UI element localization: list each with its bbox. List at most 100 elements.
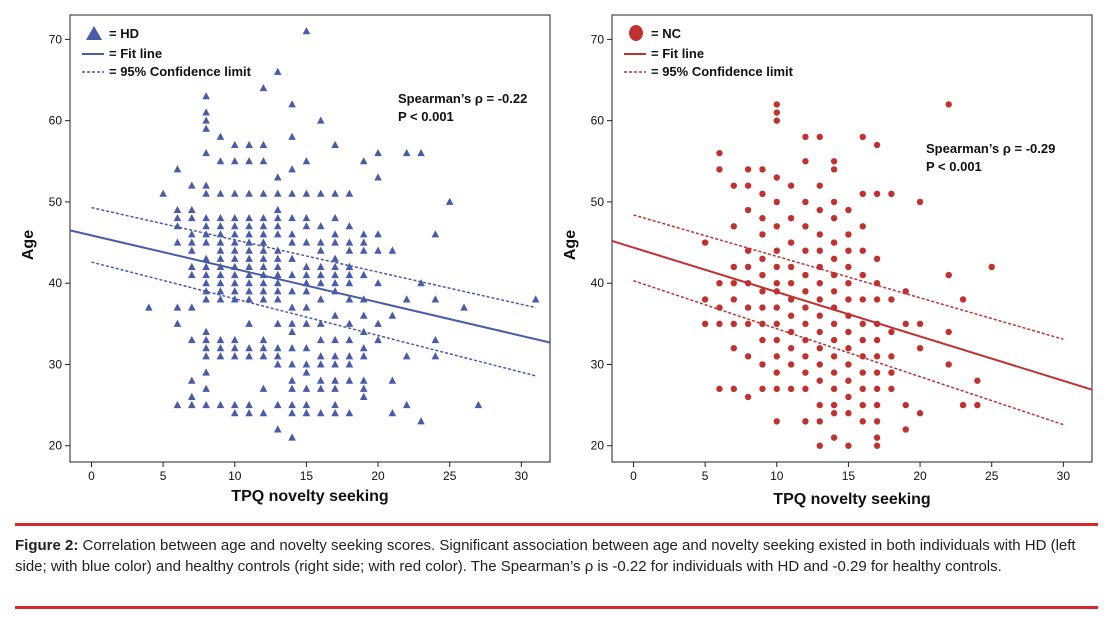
data-point bbox=[273, 425, 282, 433]
data-point bbox=[245, 295, 253, 303]
data-point bbox=[202, 400, 210, 409]
data-point bbox=[273, 213, 282, 222]
data-point bbox=[302, 360, 311, 368]
data-point bbox=[816, 418, 823, 425]
data-point bbox=[273, 319, 282, 327]
data-point bbox=[216, 132, 225, 140]
data-point bbox=[388, 311, 397, 319]
data-point bbox=[845, 393, 852, 401]
data-point bbox=[873, 255, 881, 263]
data-point bbox=[187, 181, 196, 189]
data-point bbox=[245, 254, 253, 262]
confidence-limit-upper bbox=[91, 206, 536, 309]
legend-fit-line-label: = Fit line bbox=[651, 46, 704, 61]
data-point bbox=[230, 230, 239, 238]
data-point bbox=[744, 166, 752, 173]
data-point bbox=[202, 222, 210, 230]
data-point bbox=[245, 230, 253, 238]
data-point bbox=[216, 189, 225, 197]
data-point bbox=[787, 385, 795, 393]
data-point bbox=[845, 328, 852, 336]
data-point bbox=[345, 222, 354, 230]
data-point bbox=[202, 262, 210, 270]
data-point bbox=[830, 320, 838, 328]
data-point bbox=[531, 295, 540, 303]
data-point bbox=[730, 263, 737, 271]
data-point bbox=[916, 345, 924, 352]
data-point bbox=[830, 255, 838, 263]
data-point bbox=[902, 320, 909, 328]
data-point bbox=[316, 295, 325, 303]
data-point bbox=[202, 335, 210, 344]
data-point bbox=[816, 280, 823, 287]
y-tick-label: 20 bbox=[49, 439, 63, 453]
data-point bbox=[316, 279, 325, 287]
data-point bbox=[830, 434, 838, 441]
data-point bbox=[859, 190, 866, 197]
data-point bbox=[759, 361, 766, 368]
data-point bbox=[744, 320, 752, 328]
data-point bbox=[302, 384, 311, 392]
legend-group-label: = HD bbox=[109, 26, 139, 41]
data-point bbox=[730, 320, 737, 328]
data-point bbox=[859, 133, 866, 141]
data-point bbox=[773, 336, 780, 344]
data-point bbox=[759, 304, 766, 311]
data-point bbox=[331, 376, 339, 384]
data-point bbox=[345, 246, 354, 254]
data-point bbox=[202, 213, 210, 222]
data-point bbox=[216, 335, 225, 344]
data-point bbox=[331, 360, 339, 368]
data-point bbox=[802, 369, 809, 376]
x-tick-label: 15 bbox=[842, 469, 856, 483]
data-point bbox=[730, 345, 737, 352]
data-point bbox=[245, 157, 253, 165]
data-point bbox=[759, 271, 766, 279]
data-point bbox=[830, 410, 838, 417]
data-point bbox=[916, 410, 924, 417]
data-point bbox=[888, 369, 895, 376]
data-point bbox=[859, 369, 866, 376]
data-point bbox=[773, 247, 780, 254]
data-point bbox=[759, 231, 766, 238]
data-point bbox=[302, 189, 311, 197]
data-point bbox=[273, 262, 282, 270]
y-axis-title: Age bbox=[20, 230, 37, 260]
data-point bbox=[259, 352, 268, 360]
data-point bbox=[245, 270, 253, 279]
data-point bbox=[288, 384, 296, 392]
data-point bbox=[859, 296, 866, 303]
data-point bbox=[202, 148, 210, 157]
y-tick-label: 30 bbox=[49, 357, 63, 371]
data-point bbox=[816, 377, 823, 384]
data-point bbox=[302, 344, 311, 352]
data-point bbox=[288, 360, 296, 368]
data-point bbox=[460, 303, 468, 311]
data-point bbox=[316, 238, 325, 246]
data-point bbox=[259, 335, 268, 344]
data-point bbox=[245, 246, 253, 254]
data-point bbox=[830, 198, 838, 206]
data-point bbox=[374, 173, 382, 181]
data-point bbox=[859, 271, 866, 279]
x-axis-title: TPQ novelty seeking bbox=[231, 488, 388, 505]
data-point bbox=[388, 246, 397, 254]
data-point bbox=[187, 246, 196, 254]
legend-group-label: = NC bbox=[651, 26, 682, 41]
data-point bbox=[959, 401, 967, 409]
data-point bbox=[773, 174, 780, 181]
y-tick-label: 50 bbox=[591, 195, 605, 209]
data-point bbox=[187, 262, 196, 270]
x-tick-label: 5 bbox=[160, 469, 167, 483]
data-point bbox=[216, 246, 225, 254]
data-point bbox=[331, 409, 339, 417]
data-point bbox=[787, 214, 795, 222]
chart-nc: 0 5 10 15 20 25 30 20 30 40 50 60 70 TPQ novelty seek… bbox=[562, 14, 1093, 508]
data-point bbox=[701, 320, 709, 328]
data-point bbox=[259, 254, 268, 262]
data-point bbox=[773, 304, 780, 311]
data-point bbox=[359, 246, 368, 254]
y-tick-label: 50 bbox=[49, 195, 63, 209]
spearman-annotation: Spearman’s ρ = -0.29 bbox=[926, 141, 1055, 156]
data-point bbox=[345, 360, 354, 368]
